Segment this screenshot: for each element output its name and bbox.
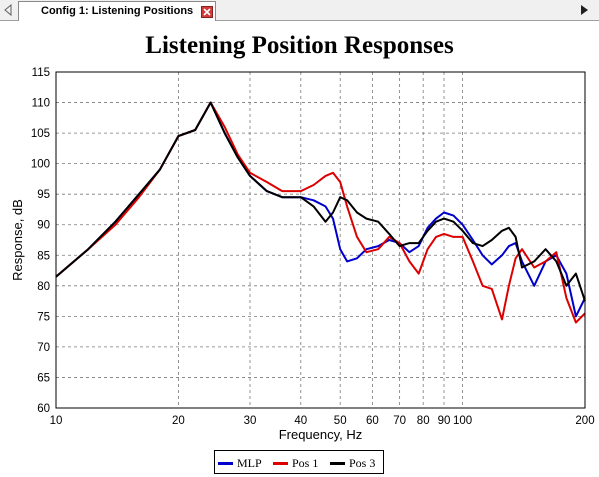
- plot-area-frame: [55, 71, 586, 409]
- y-tick-label: 80: [37, 281, 50, 293]
- tab-strip: Config 1: Listening Positions: [0, 0, 599, 21]
- chart-series: [55, 101, 586, 324]
- y-tick-label: 110: [32, 98, 50, 110]
- series-line-mlp: [55, 101, 586, 318]
- y-tick-label: 115: [32, 67, 50, 79]
- x-tick-label: 80: [417, 415, 430, 427]
- tab-label: Config 1: Listening Positions: [41, 5, 194, 17]
- y-tick-label: 70: [37, 342, 50, 354]
- y-tick-label: 105: [31, 128, 50, 140]
- close-tab-button[interactable]: [201, 6, 213, 18]
- x-tick-label: 50: [334, 415, 347, 427]
- y-tick-label: 90: [37, 220, 50, 232]
- legend-label-pos-1: Pos 1: [292, 455, 319, 470]
- x-tick-label: 20: [172, 415, 185, 427]
- x-tick-label: 200: [575, 415, 594, 427]
- x-tick-label: 60: [366, 415, 379, 427]
- legend-item-pos-1[interactable]: Pos 1: [273, 455, 318, 471]
- tab-config-listening-positions[interactable]: Config 1: Listening Positions: [18, 1, 216, 21]
- x-axis-ticks: 10 20 30 40 50 60 70 80 90 100 200: [50, 415, 595, 427]
- chart-title: Listening Position Responses: [145, 32, 454, 59]
- scroll-tabs-left-icon[interactable]: [3, 3, 13, 17]
- legend-item-pos-3[interactable]: Pos 3: [330, 455, 375, 471]
- y-tick-label: 95: [37, 189, 50, 201]
- legend-swatch-pos-1: [273, 461, 288, 465]
- legend-item-mlp[interactable]: MLP: [218, 455, 262, 471]
- x-tick-label: 70: [393, 415, 406, 427]
- chart-legend: MLP Pos 1 Pos 3: [214, 450, 384, 474]
- y-tick-label: 65: [37, 372, 50, 384]
- x-tick-label: 30: [244, 415, 257, 427]
- legend-label-pos-3: Pos 3: [349, 455, 376, 470]
- scroll-tabs-right-icon[interactable]: [578, 3, 592, 17]
- legend-swatch-mlp: [218, 461, 233, 465]
- x-tick-label: 40: [294, 415, 307, 427]
- legend-swatch-pos-3: [330, 461, 345, 465]
- y-tick-label: 75: [37, 311, 50, 323]
- x-tick-label: 90: [438, 415, 451, 427]
- legend-label-mlp: MLP: [237, 455, 262, 470]
- x-tick-label: 10: [50, 415, 63, 427]
- y-tick-label: 85: [37, 250, 50, 262]
- y-tick-label: 100: [31, 159, 50, 171]
- series-line-pos-1: [55, 101, 586, 324]
- y-axis-title: Response, dB: [10, 199, 25, 281]
- series-line-pos-3: [55, 101, 586, 302]
- close-icon: [203, 8, 211, 16]
- chart-grid: [56, 72, 585, 408]
- x-axis-title: Frequency, Hz: [279, 427, 363, 442]
- y-tick-label: 60: [37, 403, 50, 415]
- x-tick-label: 100: [453, 415, 472, 427]
- y-axis-ticks: 60 65 70 75 80 85 90 95 100 105 110 115: [31, 67, 50, 415]
